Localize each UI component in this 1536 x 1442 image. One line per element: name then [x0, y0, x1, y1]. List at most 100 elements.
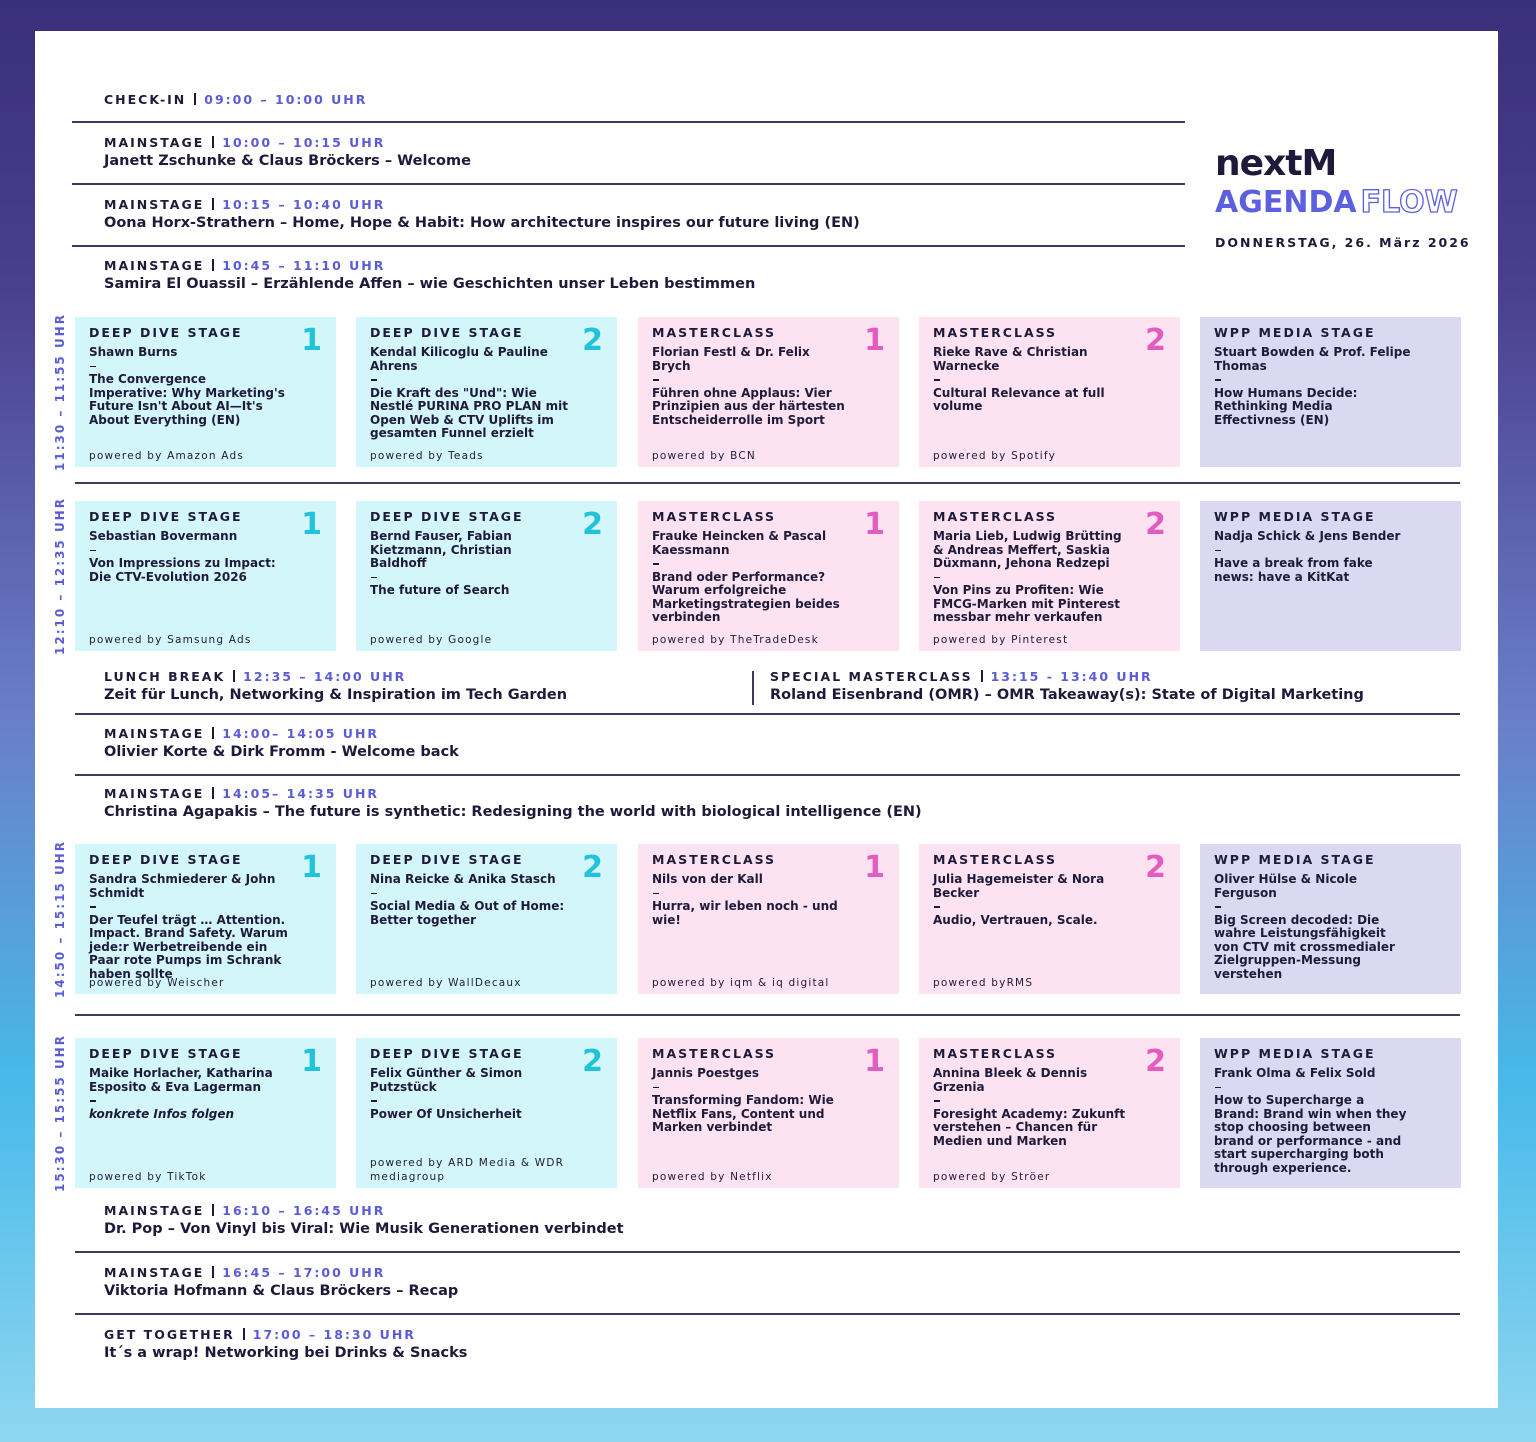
stage-number: 1 — [301, 507, 322, 542]
session-card: MASTERCLASS 2 Maria Lieb, Ludwig Brütting … — [919, 501, 1180, 651]
dash — [934, 906, 940, 908]
stage-number: 2 — [1145, 507, 1166, 542]
stage: GET TOGETHER — [104, 1327, 235, 1342]
talk-title: The future of Search — [370, 583, 510, 597]
session-title: Oona Horx-Strathern – Home, Hope & Habit… — [104, 215, 860, 231]
speakers: Felix Günther & Simon Putzstück — [370, 1066, 523, 1094]
agenda-panel: nextM AGENDA FLOW DONNERSTAG, 26. März 20… — [35, 31, 1498, 1408]
separator — [212, 727, 215, 739]
session-card: MASTERCLASS 1 Nils von der Kall Hurra, wir … — [638, 844, 899, 994]
sponsor: powered by Amazon Ads — [89, 450, 245, 462]
session-card: WPP MEDIA STAGE Oliver Hülse & Nicole Fer… — [1200, 844, 1461, 994]
card-stage: WPP MEDIA STAGE — [1214, 1046, 1376, 1061]
speakers: Frank Olma & Felix Sold — [1214, 1066, 1376, 1080]
sponsor: powered by Samsung Ads — [89, 634, 252, 646]
talk-title: Cultural Relevance at full volume — [933, 385, 1105, 413]
card-stage: MASTERCLASS — [652, 852, 777, 867]
dash — [371, 892, 377, 894]
divider — [75, 1014, 1460, 1016]
dash — [371, 1100, 377, 1102]
session-title: It´s a wrap! Networking bei Drinks & Sna… — [104, 1345, 468, 1361]
time: 12:35 – 14:00 UHR — [243, 669, 407, 684]
dash — [653, 1086, 659, 1088]
session-card: DEEP DIVE STAGE 1 Sandra Schmiederer & Joh… — [75, 844, 336, 994]
sponsor: powered by Pinterest — [933, 634, 1069, 646]
talk-title: Big Screen decoded: Die wahre Leistungsf… — [1214, 912, 1395, 981]
speakers: Kendal Kilicoglu & Pauline Ahrens — [370, 345, 548, 373]
sponsor: powered by Teads — [370, 450, 484, 462]
time-slot: 11:30 – 11:55 UHR — [53, 313, 67, 471]
speakers: Jannis Poestges — [652, 1066, 760, 1080]
sponsor: powered by WallDecaux — [370, 977, 522, 989]
session-label: GET TOGETHER 17:00 – 18:30 UHR — [104, 1327, 416, 1342]
dash — [653, 563, 659, 565]
card-stage: DEEP DIVE STAGE — [370, 1046, 524, 1061]
speakers: Maria Lieb, Ludwig Brütting & Andreas Me… — [933, 529, 1122, 570]
session-title: Christina Agapakis – The future is synth… — [104, 804, 922, 820]
talk-title: Der Teufel trägt … Attention. Impact. Br… — [89, 912, 288, 981]
session-card: MASTERCLASS 2 Annina Bleek & Dennis Grzeni… — [919, 1038, 1180, 1188]
agenda-title: AGENDA FLOW — [1215, 184, 1458, 220]
session-label: MAINSTAGE 10:45 – 11:10 UHR — [104, 258, 385, 273]
dash — [934, 576, 940, 578]
dash — [371, 379, 377, 381]
speakers: Annina Bleek & Dennis Grzenia — [933, 1066, 1088, 1094]
card-stage: MASTERCLASS — [933, 509, 1058, 524]
session-label: MAINSTAGE 10:00 – 10:15 UHR — [104, 135, 385, 150]
speakers: Maike Horlacher, Katharina Esposito & Ev… — [89, 1066, 273, 1094]
speakers: Shawn Burns — [89, 345, 178, 359]
session-label: MAINSTAGE 10:15 – 10:40 UHR — [104, 197, 385, 212]
date: DONNERSTAG, 26. März 2026 — [1215, 235, 1471, 250]
stage: MAINSTAGE — [104, 258, 205, 273]
session-title: Viktoria Hofmann & Claus Bröckers – Reca… — [104, 1283, 459, 1299]
dash — [1215, 906, 1221, 908]
dash — [90, 1100, 96, 1102]
speakers: Bernd Fauser, Fabian Kietzmann, Christia… — [370, 529, 512, 570]
sponsor: powered by TheTradeDesk — [652, 634, 819, 646]
talk-title: Transforming Fandom: Wie Netflix Fans, C… — [652, 1093, 834, 1134]
talk-title: Führen ohne Applaus: Vier Prinzipien aus… — [652, 385, 845, 427]
time-slot: 15:30 – 15:55 UHR — [53, 1034, 67, 1192]
separator — [233, 670, 236, 682]
time: 14:00– 14:05 UHR — [222, 726, 380, 741]
session-card: DEEP DIVE STAGE 2 Felix Günther & Simon Pu… — [356, 1038, 617, 1188]
dash — [90, 549, 96, 551]
card-stage: WPP MEDIA STAGE — [1214, 852, 1376, 867]
speakers: Julia Hagemeister & Nora Becker — [933, 872, 1105, 900]
session-label: LUNCH BREAK 12:35 – 14:00 UHR — [104, 669, 406, 684]
speakers: Stuart Bowden & Prof. Felipe Thomas — [1214, 345, 1411, 373]
separator — [212, 1204, 215, 1216]
talk-title: konkrete Infos folgen — [89, 1106, 235, 1121]
talk-title: Brand oder Performance? Warum erfolgreic… — [652, 569, 840, 624]
time: 16:10 – 16:45 UHR — [222, 1203, 386, 1218]
stage: LUNCH BREAK — [104, 669, 226, 684]
card-stage: WPP MEDIA STAGE — [1214, 325, 1376, 340]
speakers: Oliver Hülse & Nicole Ferguson — [1214, 872, 1358, 900]
session-card: DEEP DIVE STAGE 1 Shawn Burns The Convergen… — [75, 317, 336, 467]
separator — [212, 1266, 215, 1278]
session-label: MAINSTAGE 14:05– 14:35 UHR — [104, 786, 379, 801]
talk-title: Foresight Academy: Zukunft verstehen – C… — [933, 1106, 1126, 1148]
speakers: Florian Festl & Dr. Felix Brych — [652, 345, 810, 373]
stage-number: 2 — [1145, 850, 1166, 885]
dash — [371, 576, 377, 578]
talk-title: The Convergence Imperative: Why Marketin… — [89, 372, 285, 427]
card-stage: DEEP DIVE STAGE — [370, 509, 524, 524]
separator — [212, 259, 215, 271]
card-stage: MASTERCLASS — [652, 1046, 777, 1061]
divider — [72, 245, 1185, 247]
time-slot: 14:50 – 15:15 UHR — [53, 840, 67, 998]
dash — [934, 379, 940, 381]
session-card: WPP MEDIA STAGE Nadja Schick & Jens Bende… — [1200, 501, 1461, 651]
stage-number: 1 — [301, 323, 322, 358]
session-title: Samira El Ouassil – Erzählende Affen – w… — [104, 276, 756, 292]
dash — [1215, 379, 1221, 381]
sponsor: powered by Ströer — [933, 1171, 1051, 1183]
sponsor: powered by ARD Media & WDR mediagroup — [370, 1157, 565, 1183]
stage-number: 1 — [864, 507, 885, 542]
talk-title: How Humans Decide: Rethinking Media Effe… — [1214, 385, 1358, 427]
talk-title: How to Supercharge a Brand: Brand win wh… — [1214, 1093, 1407, 1175]
talk-title: Audio, Vertrauen, Scale. — [933, 912, 1098, 927]
sponsor: powered by Weischer — [89, 977, 225, 989]
stage-number: 2 — [582, 850, 603, 885]
